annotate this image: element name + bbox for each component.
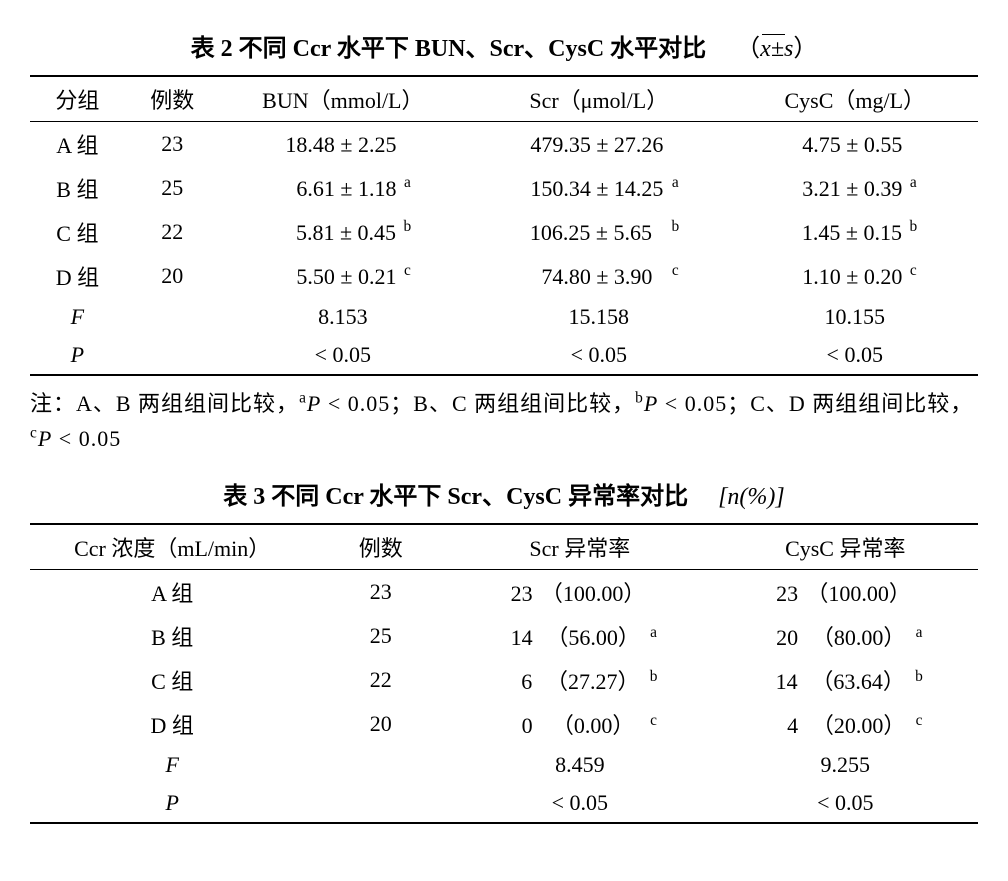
cell-group: C 组 xyxy=(30,210,125,254)
cell-group: C 组 xyxy=(30,658,314,702)
cell-f-scr: 15.158 xyxy=(466,298,731,336)
cell-bun: 6.61 ± 1.18a xyxy=(220,166,466,210)
table2: 分组 例数 BUN（mmol/L） Scr（μmol/L） CysC（mg/L）… xyxy=(30,75,978,376)
cell-scr: 479.35 ± 27.26a xyxy=(466,122,731,167)
note-a-sup: a xyxy=(299,390,307,407)
table3-body: A 组2323 （100.00）a23 （100.00）aB 组2514 （56… xyxy=(30,570,978,824)
cell-scr-rate: 14 （56.00）a xyxy=(447,614,712,658)
cell-n: 23 xyxy=(125,122,220,167)
note-prefix: 注：A、B 两组组间比较， xyxy=(30,391,299,416)
cell-scr: 150.34 ± 14.25a xyxy=(466,166,731,210)
note-a-rest: < 0.05；B、C 两组组间比较， xyxy=(321,391,635,416)
cell-f-cys: 10.155 xyxy=(732,298,979,336)
table2-title: 表 2 不同 Ccr 水平下 BUN、Scr、CysC 水平对比 （x±s） xyxy=(30,28,978,63)
cell-n: 22 xyxy=(125,210,220,254)
table2-header-row: 分组 例数 BUN（mmol/L） Scr（μmol/L） CysC（mg/L） xyxy=(30,76,978,122)
table-row: B 组2514 （56.00）a20 （80.00）a xyxy=(30,614,978,658)
table2-footnote: 注：A、B 两组组间比较，aP < 0.05；B、C 两组组间比较，bP < 0… xyxy=(30,386,978,456)
cell-scr-rate: 23 （100.00）a xyxy=(447,570,712,615)
cell-p-cys: < 0.05 xyxy=(732,336,979,375)
cell-cys-rate: 4 （20.00）c xyxy=(713,702,978,746)
cell-p-label: P xyxy=(30,784,314,823)
cell-cys: 4.75 ± 0.55a xyxy=(732,122,979,167)
table-row: C 组225.81 ± 0.45b106.25 ± 5.65b1.45 ± 0.… xyxy=(30,210,978,254)
cell-cys: 3.21 ± 0.39a xyxy=(732,166,979,210)
table2-title-text: 表 2 不同 Ccr 水平下 BUN、Scr、CysC 水平对比 xyxy=(191,36,707,62)
table-row: C 组226 （27.27）b14 （63.64）b xyxy=(30,658,978,702)
cell-bun: 5.50 ± 0.21c xyxy=(220,254,466,298)
table2-unit-suffix: ） xyxy=(793,36,817,62)
cell-p-label: P xyxy=(30,336,125,375)
table-row: B 组256.61 ± 1.18a150.34 ± 14.25a3.21 ± 0… xyxy=(30,166,978,210)
cell-cys: 1.10 ± 0.20c xyxy=(732,254,979,298)
cell-n: 22 xyxy=(314,658,447,702)
cell-cys: 1.45 ± 0.15b xyxy=(732,210,979,254)
table-row: A 组2323 （100.00）a23 （100.00）a xyxy=(30,570,978,615)
table2-col-group: 分组 xyxy=(30,76,125,122)
cell-n: 20 xyxy=(125,254,220,298)
table3-col-scr: Scr 异常率 xyxy=(447,524,712,570)
table2-col-scr: Scr（μmol/L） xyxy=(466,76,731,122)
note-b-p: P xyxy=(644,391,658,416)
cell-cys-rate: 14 （63.64）b xyxy=(713,658,978,702)
cell-n: 20 xyxy=(314,702,447,746)
note-b-rest: < 0.05；C、D 两组组间比较， xyxy=(658,391,973,416)
cell-group: A 组 xyxy=(30,570,314,615)
cell-group: B 组 xyxy=(30,614,314,658)
table-row: D 组205.50 ± 0.21c74.80 ± 3.90c1.10 ± 0.2… xyxy=(30,254,978,298)
cell-f-label: F xyxy=(30,298,125,336)
cell-scr-rate: 0 （0.00）c xyxy=(447,702,712,746)
table-row-p: P< 0.05< 0.05< 0.05 xyxy=(30,336,978,375)
table3-title: 表 3 不同 Ccr 水平下 Scr、CysC 异常率对比 [n(%)] xyxy=(30,476,978,511)
table2-col-cys: CysC（mg/L） xyxy=(732,76,979,122)
table2-unit: （x±s） xyxy=(736,36,817,62)
cell-group: A 组 xyxy=(30,122,125,167)
table3-title-text: 表 3 不同 Ccr 水平下 Scr、CysC 异常率对比 xyxy=(223,484,688,510)
cell-n: 25 xyxy=(314,614,447,658)
cell-group: B 组 xyxy=(30,166,125,210)
table2-unit-prefix: （ xyxy=(736,36,760,62)
table-row-f: F 8.4599.255 xyxy=(30,746,978,784)
cell-cys-rate: 23 （100.00）a xyxy=(713,570,978,615)
cell-f-scr: 8.459 xyxy=(447,746,712,784)
cell-bun: 18.48 ± 2.25a xyxy=(220,122,466,167)
xbar-symbol: x±s xyxy=(760,36,793,63)
table-row: D 组200 （0.00）c4 （20.00）c xyxy=(30,702,978,746)
cell-group: D 组 xyxy=(30,702,314,746)
cell-cys-rate: 20 （80.00）a xyxy=(713,614,978,658)
cell-f-label: F xyxy=(30,746,314,784)
cell-p-scr: < 0.05 xyxy=(466,336,731,375)
table3-col-cys: CysC 异常率 xyxy=(713,524,978,570)
cell-p-scr: < 0.05 xyxy=(447,784,712,823)
cell-scr: 74.80 ± 3.90c xyxy=(466,254,731,298)
note-b-sup: b xyxy=(635,390,644,407)
note-c-sup: c xyxy=(30,425,38,442)
cell-f-cys: 9.255 xyxy=(713,746,978,784)
table2-body: A 组2318.48 ± 2.25a479.35 ± 27.26a4.75 ± … xyxy=(30,122,978,376)
table2-col-bun: BUN（mmol/L） xyxy=(220,76,466,122)
table-row: A 组2318.48 ± 2.25a479.35 ± 27.26a4.75 ± … xyxy=(30,122,978,167)
note-c-p: P xyxy=(38,426,52,451)
cell-p-bun: < 0.05 xyxy=(220,336,466,375)
table3-unit: [n(%)] xyxy=(718,484,785,510)
cell-scr-rate: 6 （27.27）b xyxy=(447,658,712,702)
cell-group: D 组 xyxy=(30,254,125,298)
table2-col-n: 例数 xyxy=(125,76,220,122)
cell-f-bun: 8.153 xyxy=(220,298,466,336)
table3-header-row: Ccr 浓度（mL/min） 例数 Scr 异常率 CysC 异常率 xyxy=(30,524,978,570)
table3-col-n: 例数 xyxy=(314,524,447,570)
cell-n: 25 xyxy=(125,166,220,210)
note-c-rest: < 0.05 xyxy=(52,426,121,451)
cell-p-cys: < 0.05 xyxy=(713,784,978,823)
table3-col-ccr: Ccr 浓度（mL/min） xyxy=(30,524,314,570)
table-row-f: F 8.15315.15810.155 xyxy=(30,298,978,336)
table3: Ccr 浓度（mL/min） 例数 Scr 异常率 CysC 异常率 A 组23… xyxy=(30,523,978,824)
cell-n: 23 xyxy=(314,570,447,615)
cell-bun: 5.81 ± 0.45b xyxy=(220,210,466,254)
note-a-p: P xyxy=(307,391,321,416)
cell-scr: 106.25 ± 5.65b xyxy=(466,210,731,254)
table-row-p: P < 0.05< 0.05 xyxy=(30,784,978,823)
